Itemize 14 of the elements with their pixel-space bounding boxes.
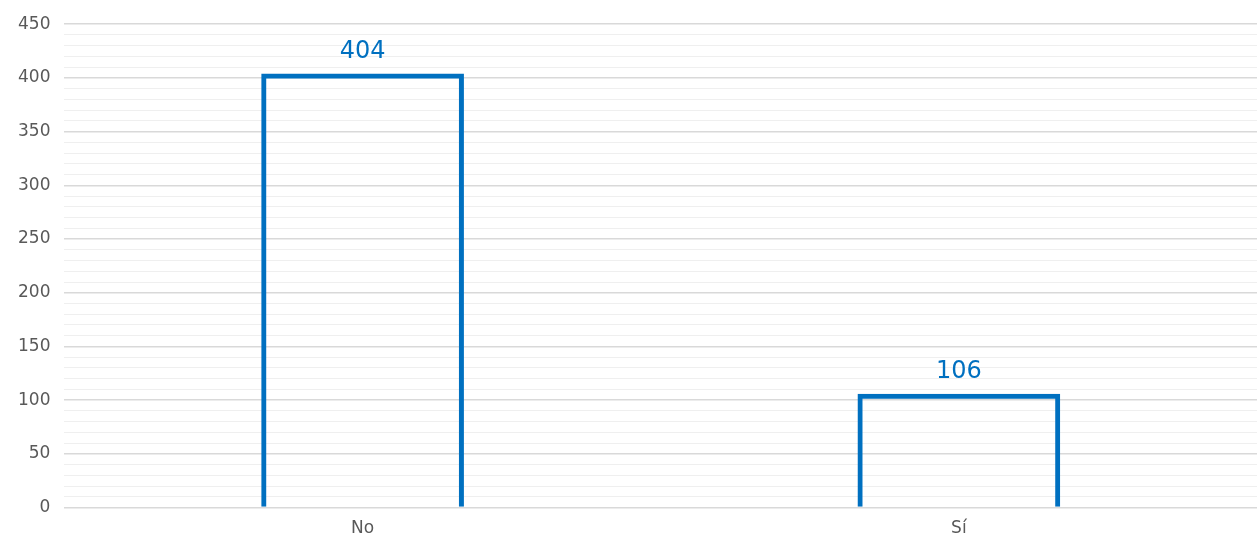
- x-tick-label: No: [351, 517, 375, 538]
- y-tick-label: 100: [17, 388, 51, 409]
- y-tick-label: 450: [17, 12, 51, 33]
- y-tick-label: 250: [17, 227, 51, 248]
- y-tick-label: 150: [17, 334, 51, 355]
- data-label: 404: [339, 35, 386, 64]
- x-tick-label: Sí: [951, 517, 968, 538]
- y-tick-label: 350: [17, 120, 51, 141]
- y-tick-label: 50: [28, 442, 51, 463]
- y-tick-label: 0: [39, 496, 51, 517]
- y-tick-label: 200: [17, 281, 51, 302]
- y-tick-label: 300: [17, 173, 51, 194]
- data-label: 106: [935, 355, 982, 384]
- y-tick-label: 400: [17, 66, 51, 87]
